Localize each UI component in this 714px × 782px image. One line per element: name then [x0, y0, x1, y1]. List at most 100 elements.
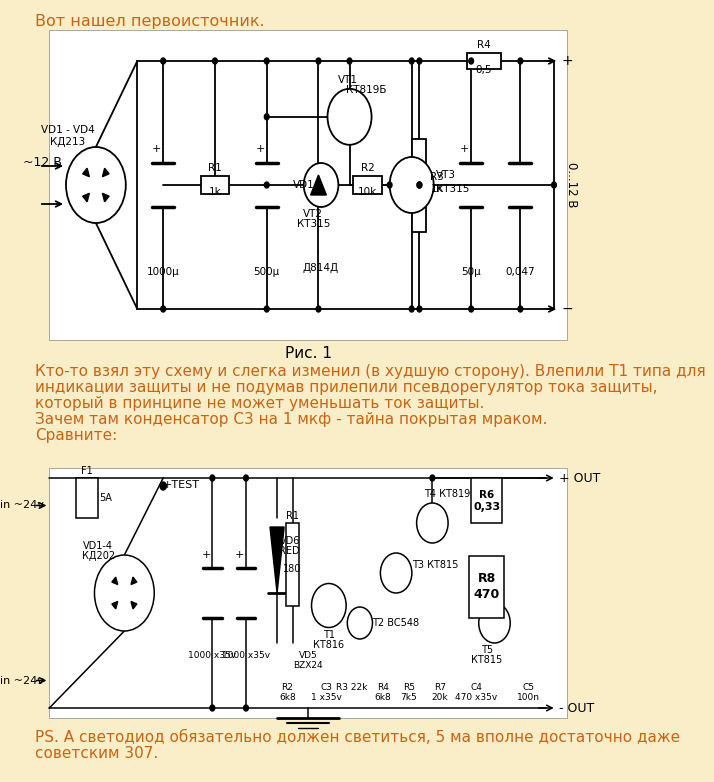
Polygon shape [112, 577, 118, 584]
Text: Зачем там конденсатор С3 на 1 мкф - тайна покрытая мраком.: Зачем там конденсатор С3 на 1 мкф - тайн… [35, 412, 548, 427]
Text: 1000µ: 1000µ [147, 267, 179, 277]
Text: VT2: VT2 [303, 209, 323, 219]
Bar [201, 176, 229, 194]
Bar [76, 478, 98, 518]
Text: RED: RED [279, 546, 300, 555]
Text: 0,33: 0,33 [473, 501, 501, 511]
Text: 1000 x35v: 1000 x35v [222, 651, 270, 660]
Text: ~12 В: ~12 В [23, 156, 62, 170]
Circle shape [66, 147, 126, 223]
Text: in ~24v: in ~24v [0, 676, 44, 686]
Text: in ~24v: in ~24v [0, 500, 44, 511]
Text: R1: R1 [286, 511, 299, 521]
Bar [49, 468, 567, 718]
Text: R8: R8 [478, 572, 496, 585]
Text: КД213: КД213 [50, 137, 85, 147]
Text: R3: R3 [431, 172, 444, 182]
Text: КТ815: КТ815 [471, 655, 502, 665]
Text: Кто-то взял эту схему и слегка изменил (в худшую сторону). Влепили Т1 типа для: Кто-то взял эту схему и слегка изменил (… [35, 364, 705, 379]
Text: R7
20k: R7 20k [432, 683, 448, 702]
Circle shape [311, 583, 346, 627]
Text: КТ816: КТ816 [313, 640, 344, 650]
Text: 0,047: 0,047 [506, 267, 536, 277]
Text: +: + [562, 54, 573, 68]
Text: 470: 470 [473, 588, 500, 601]
Text: +: + [256, 144, 265, 154]
Circle shape [161, 58, 166, 64]
Text: R6: R6 [479, 490, 494, 500]
Text: C4
470 x35v: C4 470 x35v [456, 683, 498, 702]
Circle shape [417, 306, 422, 312]
Text: Рис. 1: Рис. 1 [285, 346, 331, 361]
Text: КТ315: КТ315 [436, 184, 469, 194]
Text: R1: R1 [208, 163, 222, 173]
Text: Д814Д: Д814Д [303, 263, 339, 273]
Text: 500µ: 500µ [253, 267, 280, 277]
Text: +: + [235, 551, 244, 561]
Text: VD1-4: VD1-4 [84, 541, 114, 551]
Circle shape [243, 475, 248, 481]
Text: КТ819Б: КТ819Б [346, 84, 386, 95]
Circle shape [390, 157, 433, 213]
Polygon shape [270, 527, 284, 593]
Circle shape [430, 475, 435, 481]
Text: VD5
BZX24: VD5 BZX24 [293, 651, 323, 670]
Text: T2 BC548: T2 BC548 [373, 618, 420, 628]
Circle shape [469, 306, 473, 312]
Circle shape [409, 58, 414, 64]
Bar [467, 53, 501, 69]
Text: R2
6k8: R2 6k8 [279, 683, 296, 702]
Text: индикации защиты и не подумав прилепили псевдорегулятор тока защиты,: индикации защиты и не подумав прилепили … [35, 380, 658, 395]
Polygon shape [83, 168, 89, 177]
Text: 1k: 1k [431, 184, 443, 194]
Circle shape [347, 607, 373, 639]
Text: −: − [562, 302, 573, 316]
Text: C5
100n: C5 100n [517, 683, 540, 702]
Text: +TEST: +TEST [164, 480, 200, 490]
Polygon shape [311, 175, 326, 195]
Text: КТ315: КТ315 [296, 219, 330, 229]
Circle shape [552, 182, 556, 188]
Circle shape [347, 58, 352, 64]
Polygon shape [102, 168, 109, 177]
Circle shape [264, 306, 269, 312]
Text: 10k: 10k [358, 187, 377, 197]
Circle shape [264, 114, 269, 120]
Text: R4
6k8: R4 6k8 [375, 683, 391, 702]
Circle shape [316, 182, 321, 188]
Circle shape [479, 603, 511, 643]
Text: 180: 180 [283, 565, 302, 574]
Circle shape [417, 182, 422, 188]
Circle shape [210, 475, 215, 481]
Text: T1: T1 [323, 630, 335, 640]
Circle shape [328, 89, 371, 145]
Text: F1: F1 [81, 466, 92, 476]
Text: +: + [152, 144, 161, 154]
Polygon shape [131, 601, 137, 609]
Circle shape [243, 705, 248, 711]
Text: VD1: VD1 [293, 180, 315, 190]
Circle shape [316, 306, 321, 312]
Text: Вот нашел первоисточник.: Вот нашел первоисточник. [35, 14, 265, 29]
Bar [469, 555, 504, 618]
Circle shape [160, 482, 166, 490]
Text: T4 КТ819: T4 КТ819 [425, 489, 471, 499]
Circle shape [417, 58, 422, 64]
Text: который в принципе не может уменьшать ток защиты.: который в принципе не может уменьшать то… [35, 396, 485, 411]
Text: 50µ: 50µ [461, 267, 481, 277]
Circle shape [417, 503, 448, 543]
Text: + OUT: + OUT [559, 472, 600, 485]
Text: R3 22k: R3 22k [336, 683, 368, 692]
Circle shape [518, 58, 523, 64]
Text: +: + [461, 144, 470, 154]
Circle shape [518, 306, 523, 312]
Text: советским 307.: советским 307. [35, 746, 159, 761]
Text: T5: T5 [481, 645, 493, 655]
Text: 0...12 В: 0...12 В [565, 162, 578, 208]
Text: 5A: 5A [99, 493, 112, 503]
Circle shape [316, 58, 321, 64]
Text: VD6: VD6 [279, 536, 300, 546]
Text: R2: R2 [361, 163, 375, 173]
Circle shape [264, 182, 269, 188]
Text: 0,5: 0,5 [476, 65, 493, 75]
